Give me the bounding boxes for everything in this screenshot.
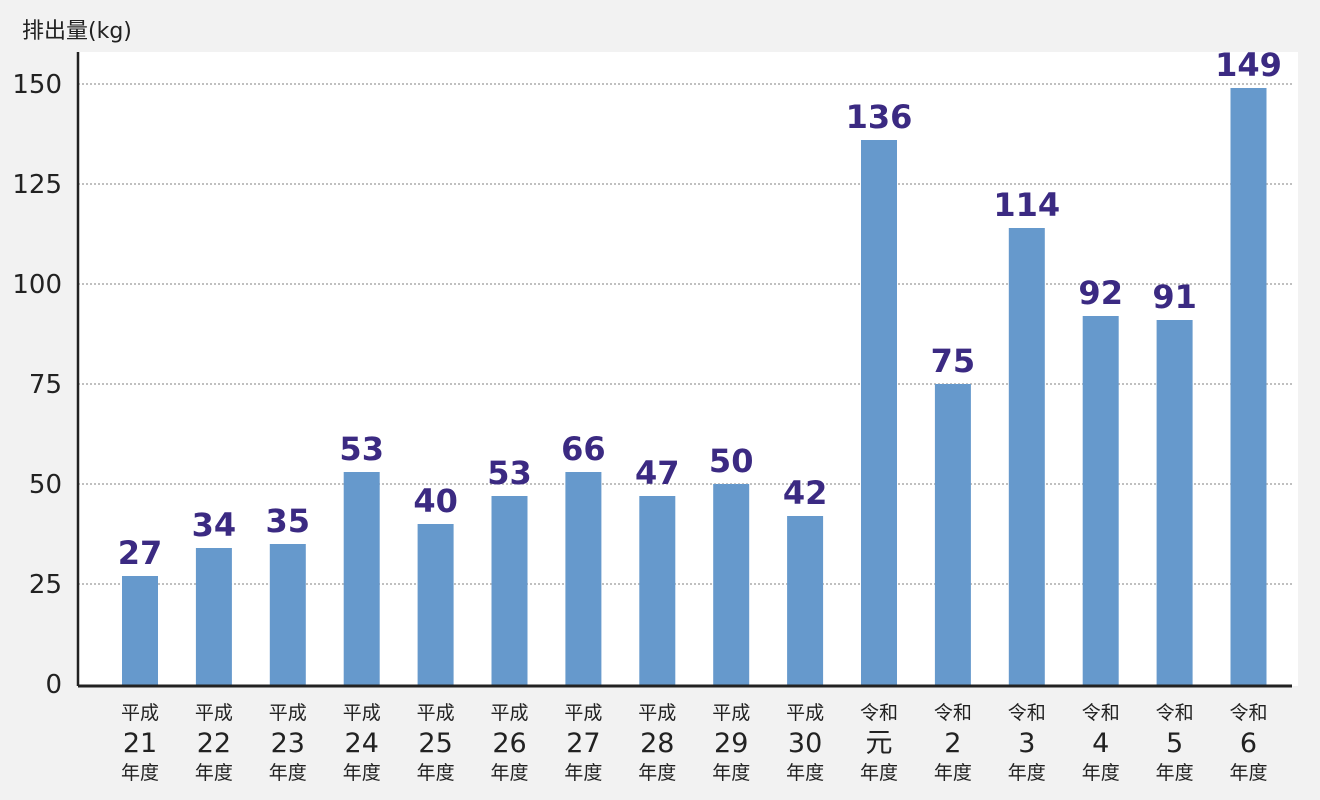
- x-tick-era: 平成: [638, 702, 676, 724]
- value-label: 53: [487, 454, 532, 492]
- x-tick-suffix: 年度: [1229, 762, 1267, 784]
- x-tick-number: 27: [566, 728, 600, 759]
- value-label: 114: [993, 186, 1060, 224]
- x-tick-suffix: 年度: [1008, 762, 1046, 784]
- value-label: 35: [266, 502, 311, 540]
- y-tick-label: 0: [45, 670, 62, 700]
- value-label: 47: [635, 454, 680, 492]
- bar: [861, 140, 897, 685]
- x-tick-era: 令和: [1082, 702, 1120, 724]
- x-tick-number: 21: [123, 728, 157, 759]
- x-tick-suffix: 年度: [269, 762, 307, 784]
- bar: [343, 472, 380, 685]
- x-tick-suffix: 年度: [860, 762, 898, 784]
- x-tick-era: 平成: [269, 702, 307, 724]
- x-tick-number: 23: [271, 728, 305, 759]
- x-tick-era: 平成: [343, 702, 381, 724]
- bar: [934, 384, 971, 685]
- bar: [639, 496, 676, 685]
- y-tick-label: 100: [12, 270, 62, 300]
- value-label: 136: [846, 98, 913, 136]
- x-tick-era: 平成: [490, 702, 528, 724]
- value-label: 50: [709, 442, 754, 480]
- value-label: 40: [413, 482, 458, 520]
- value-label: 53: [339, 430, 384, 468]
- bar: [1156, 320, 1193, 685]
- x-tick-era: 平成: [417, 702, 455, 724]
- x-tick-era: 令和: [1156, 702, 1194, 724]
- x-tick-number: 28: [640, 728, 674, 759]
- y-tick-label: 150: [12, 70, 62, 100]
- value-label: 75: [931, 342, 976, 380]
- x-tick-suffix: 年度: [934, 762, 972, 784]
- x-tick-era: 令和: [1008, 702, 1046, 724]
- y-tick-labels: 0 25 50 75 100 125 150: [12, 70, 62, 700]
- x-tick-era: 平成: [195, 702, 233, 724]
- value-label: 149: [1215, 46, 1282, 84]
- bar: [417, 524, 454, 685]
- x-tick-suffix: 年度: [1156, 762, 1194, 784]
- x-tick-suffix: 年度: [121, 762, 159, 784]
- x-tick-era: 平成: [121, 702, 159, 724]
- x-tick-suffix: 年度: [195, 762, 233, 784]
- y-tick-label: 25: [29, 570, 62, 600]
- x-tick-number: 29: [714, 728, 748, 759]
- x-tick-suffix: 年度: [417, 762, 455, 784]
- x-tick-suffix: 年度: [712, 762, 750, 784]
- x-tick-suffix: 年度: [343, 762, 381, 784]
- x-tick-number: 22: [197, 728, 231, 759]
- value-label: 34: [192, 506, 237, 544]
- bar: [269, 544, 306, 685]
- x-tick-era: 令和: [934, 702, 972, 724]
- x-tick-suffix: 年度: [1082, 762, 1120, 784]
- x-tick-era: 平成: [786, 702, 824, 724]
- x-tick-suffix: 年度: [564, 762, 602, 784]
- bar: [1230, 88, 1267, 685]
- value-labels: 27 34 35 53 40 53 66 47 50 42 136 75 114 92 91 149: [118, 46, 1282, 572]
- bar: [195, 548, 232, 685]
- x-tick-number: 2: [944, 728, 961, 759]
- x-tick-era: 令和: [1229, 702, 1267, 724]
- y-axis-label: 排出量(kg): [22, 19, 132, 44]
- bar: [713, 484, 750, 685]
- bar: [1008, 228, 1045, 685]
- x-tick-number: 5: [1166, 728, 1183, 759]
- value-label: 91: [1152, 278, 1197, 316]
- x-tick-suffix: 年度: [786, 762, 824, 784]
- bar: [787, 516, 824, 685]
- value-label: 27: [118, 534, 163, 572]
- x-tick-number: 元: [866, 728, 893, 759]
- y-tick-label: 50: [29, 470, 62, 500]
- x-tick-number: 24: [345, 728, 379, 759]
- value-label: 42: [783, 474, 828, 512]
- x-tick-number: 26: [492, 728, 526, 759]
- x-tick-number: 3: [1018, 728, 1035, 759]
- value-label: 92: [1078, 274, 1123, 312]
- x-tick-era: 平成: [712, 702, 750, 724]
- x-tick-suffix: 年度: [490, 762, 528, 784]
- value-label: 66: [561, 430, 606, 468]
- x-tick-era: 令和: [860, 702, 898, 724]
- x-tick-number: 6: [1240, 728, 1257, 759]
- x-tick-number: 25: [418, 728, 452, 759]
- bars: [122, 88, 1267, 685]
- bar: [491, 496, 528, 685]
- bar: [565, 472, 602, 685]
- y-tick-label: 125: [12, 170, 62, 200]
- x-tick-era: 平成: [564, 702, 602, 724]
- bar: [122, 576, 158, 685]
- x-tick-labels: 平成21年度平成22年度平成23年度平成24年度平成25年度平成26年度平成27…: [121, 702, 1268, 784]
- bar: [1082, 316, 1119, 685]
- x-tick-suffix: 年度: [638, 762, 676, 784]
- x-tick-number: 30: [788, 728, 822, 759]
- x-tick-number: 4: [1092, 728, 1109, 759]
- y-tick-label: 75: [29, 370, 62, 400]
